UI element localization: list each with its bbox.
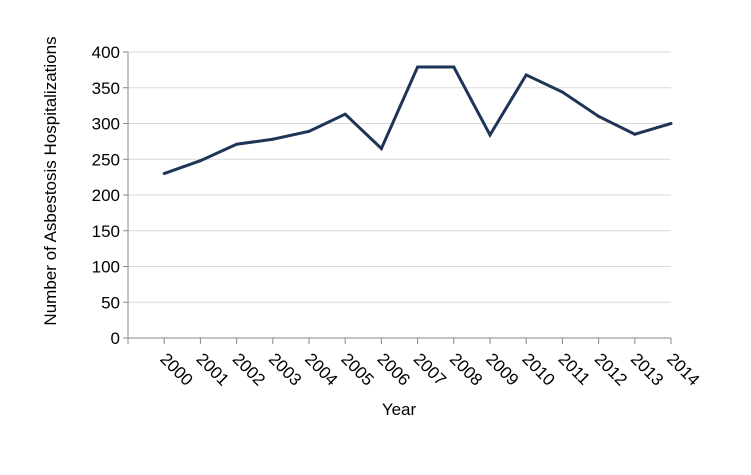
y-tick-label: 100 — [92, 258, 120, 277]
data-point — [560, 90, 564, 94]
y-tick-label: 150 — [92, 222, 120, 241]
data-point — [343, 112, 347, 116]
x-tick-label: 2007 — [410, 349, 450, 389]
y-tick-label: 50 — [101, 293, 120, 312]
axes — [123, 51, 672, 344]
y-tick-labels: 0 50 100 150 200 250 300 350 400 — [92, 43, 120, 348]
data-point — [379, 147, 383, 151]
data-point — [416, 65, 420, 69]
y-tick-label: 0 — [111, 329, 120, 348]
data-point — [633, 132, 637, 136]
x-tick-label: 2008 — [446, 349, 486, 389]
data-point — [271, 137, 275, 141]
data-point — [198, 159, 202, 163]
x-axis-title: Year — [382, 400, 417, 419]
x-tick-label: 2003 — [265, 349, 305, 389]
data-point — [597, 114, 601, 118]
series — [162, 65, 673, 176]
data-point — [235, 142, 239, 146]
gridlines — [128, 51, 671, 303]
x-tick-label: 2014 — [663, 349, 703, 389]
x-tick-label: 2011 — [555, 349, 594, 388]
x-tick-label: 2012 — [591, 349, 631, 389]
series-line — [163, 65, 672, 175]
x-tick-label: 2006 — [374, 349, 414, 389]
data-point — [524, 73, 528, 77]
x-tick-label: 2001 — [193, 349, 233, 389]
data-point — [488, 133, 492, 137]
data-point — [307, 129, 311, 133]
x-tick-label: 2009 — [482, 349, 522, 389]
x-tick-label: 2002 — [229, 349, 269, 389]
y-axis-title: Number of Asbestosis Hospitalizations — [41, 36, 60, 325]
x-tick-labels: 2000200120022003200420052006200720082009… — [156, 349, 703, 389]
x-tick-label: 2000 — [156, 349, 196, 389]
x-tick-label: 2013 — [627, 349, 667, 389]
x-tick-label: 2005 — [337, 349, 377, 389]
y-tick-label: 300 — [92, 115, 120, 134]
x-tick-label: 2010 — [518, 349, 558, 389]
data-point — [452, 65, 456, 69]
data-point — [669, 122, 673, 125]
y-tick-label: 400 — [92, 43, 120, 62]
y-tick-label: 200 — [92, 186, 120, 205]
y-tick-label: 350 — [92, 79, 120, 98]
x-tick-label: 2004 — [301, 349, 341, 389]
data-point — [162, 172, 166, 176]
y-tick-label: 250 — [92, 150, 120, 169]
